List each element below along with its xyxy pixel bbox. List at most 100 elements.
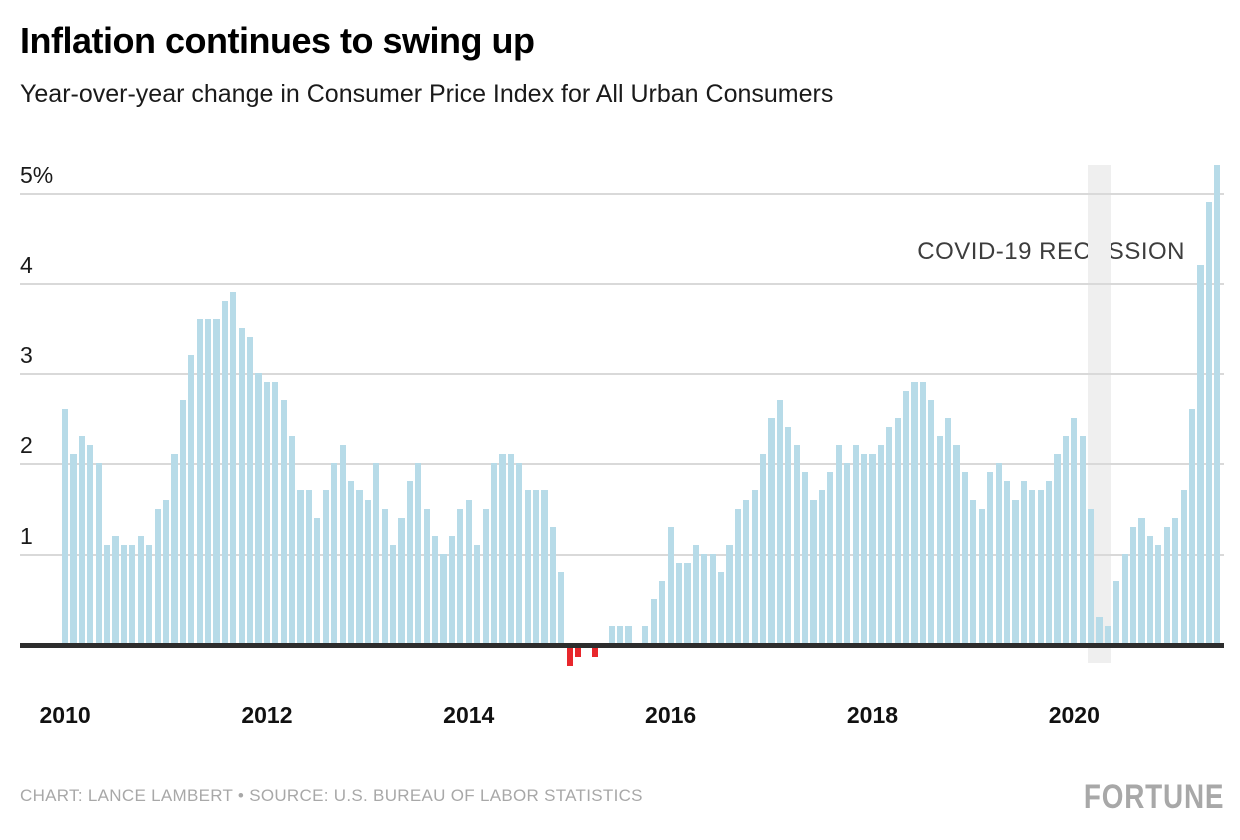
bar-2016-02 [675,562,683,644]
bar-2012-09 [331,463,338,644]
bar-2018-08 [928,400,935,644]
bar-2017-03 [785,427,792,644]
bar-2013-10 [440,553,447,644]
bar-2010-03 [78,436,85,644]
bar-2021-05 [1205,201,1212,644]
bar-2018-07 [919,382,926,644]
bar-2013-05 [398,517,405,644]
bar-2011-02 [171,454,178,644]
bar-2018-12 [961,472,969,644]
bar-2010-09 [129,544,136,644]
bar-2013-08 [423,508,430,644]
bar-2017-08 [827,472,834,644]
bar-2020-08 [1130,526,1137,644]
bar-2021-01 [1172,517,1179,644]
bar-2010-02 [70,454,77,644]
bar-2017-07 [818,490,826,644]
bar-2018-11 [953,445,960,644]
recession-annotation-label: COVID-19 RECESSION [917,238,1185,265]
bar-2018-04 [894,418,901,644]
bar-2019-08 [1029,490,1036,644]
bar-2015-06 [608,625,615,644]
bar-2020-03 [1088,508,1095,644]
bar-2017-09 [835,445,842,644]
bar-2016-06 [709,553,716,644]
gridline-4 [20,282,1224,285]
bar-2014-06 [507,454,514,644]
bar-2011-03 [179,400,186,644]
bar-2017-05 [802,472,809,644]
bar-2014-11 [549,526,556,644]
bar-2011-01 [162,499,170,644]
bar-2012-04 [289,436,296,644]
bar-2011-10 [238,327,245,644]
bar-2016-01 [667,526,674,644]
bar-2014-02 [474,544,481,644]
bar-2016-08 [726,544,733,644]
x-axis-label-2014: 2014 [443,702,495,728]
bar-2019-07 [1020,481,1027,644]
bar-2013-09 [432,535,439,644]
bar-2019-01 [970,499,977,644]
bar-2020-01 [1071,418,1078,644]
bar-2011-05 [196,318,203,644]
bar-2020-09 [1138,517,1145,644]
bar-2019-05 [1003,481,1011,644]
bar-2016-10 [743,499,750,644]
bar-2013-12 [457,508,464,644]
bar-2021-02 [1180,490,1187,644]
bar-2014-05 [499,454,506,644]
bar-2010-10 [137,535,144,644]
bar-2011-12 [255,373,262,644]
bar-2016-07 [717,571,725,644]
bar-2015-01 [566,647,573,666]
gridline-2 [20,463,1224,466]
x-axis-label-2018: 2018 [846,702,899,728]
bar-2014-03 [482,508,489,644]
bar-2010-04 [87,445,94,644]
bar-2015-10 [642,625,649,644]
bar-2019-11 [1054,454,1061,644]
bar-2016-05 [701,553,708,644]
bar-2018-03 [886,427,893,644]
y-axis-label-2: 2 [20,432,33,459]
bar-2013-11 [448,535,456,644]
bar-2011-08 [221,300,228,644]
bar-2012-08 [322,490,329,644]
bar-2015-12 [659,580,666,644]
y-axis-label-4: 4 [20,251,33,278]
bar-2014-12 [558,571,565,644]
bar-2018-06 [911,382,918,644]
x-axis-baseline [20,643,1224,648]
bar-2015-04 [591,647,599,657]
bar-2019-06 [1012,499,1019,644]
bar-2012-02 [272,382,279,644]
bar-2012-06 [305,490,313,644]
bar-2013-07 [415,463,422,644]
x-axis-label-2010: 2010 [39,702,91,728]
bar-2021-06 [1214,165,1221,644]
bar-2020-11 [1155,544,1162,644]
bar-2012-10 [339,445,346,644]
bar-2012-05 [297,490,304,644]
bar-2013-02 [373,463,380,644]
gridline-1 [20,553,1224,556]
bar-2012-12 [356,490,363,644]
bar-2011-06 [204,318,212,644]
bar-2016-12 [760,454,767,644]
bar-2013-04 [389,544,397,644]
chart-subtitle: Year-over-year change in Consumer Price … [20,80,834,108]
bar-2019-03 [987,472,994,644]
bar-2019-09 [1037,490,1044,644]
x-axis-label-2016: 2016 [645,702,697,728]
bar-2016-03 [684,562,691,644]
bar-2011-04 [188,355,195,644]
bar-2010-05 [95,463,102,644]
bar-2016-09 [734,508,741,644]
bar-2018-02 [877,445,884,644]
bar-2021-03 [1188,409,1196,644]
bar-2020-10 [1146,535,1154,644]
bar-2020-06 [1113,580,1120,644]
bar-2011-09 [230,291,237,644]
bar-2012-11 [347,481,355,644]
